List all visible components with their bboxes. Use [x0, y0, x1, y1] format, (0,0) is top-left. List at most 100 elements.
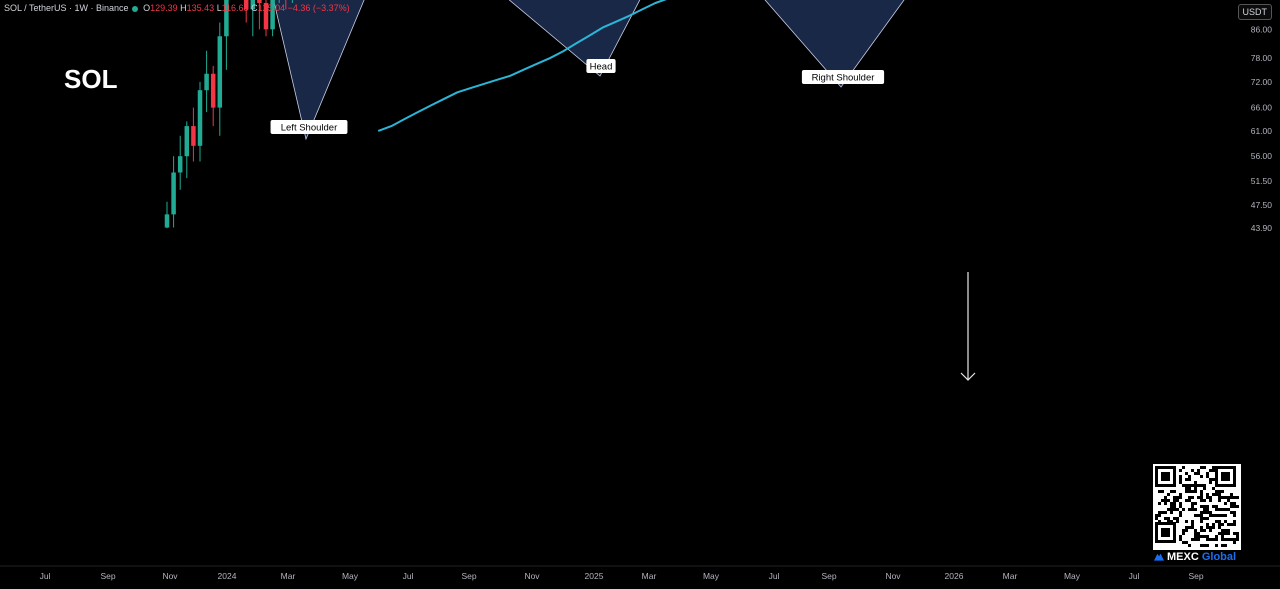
price-tick-label: 47.50 [1251, 200, 1273, 210]
qr-module [1179, 478, 1182, 481]
qr-module [1188, 544, 1191, 547]
price-axis[interactable]: 86.00 78.00 72.00 66.00 61.00 56.00 51.50 47.50… [1243, 0, 1280, 566]
qr-module [1194, 484, 1197, 487]
qr-module [1206, 508, 1209, 511]
qr-module [1218, 520, 1221, 523]
qr-module [1182, 529, 1185, 532]
left-shoulder-triangle [273, 0, 365, 141]
qr-module [1191, 520, 1194, 523]
qr-module [1203, 544, 1206, 547]
qr-module [1215, 508, 1218, 511]
qr-finder-core [1161, 528, 1170, 537]
right-shoulder-label-box [801, 70, 885, 84]
candle-body [250, 0, 256, 10]
qr-module [1200, 517, 1203, 520]
qr-module [1224, 544, 1227, 547]
candle-body [204, 73, 209, 91]
qr-module [1215, 544, 1218, 547]
qr-module [1191, 490, 1194, 493]
qr-module [1224, 520, 1227, 523]
qr-module [1173, 499, 1176, 502]
qr-module [1173, 502, 1176, 505]
qr-module [1221, 496, 1224, 499]
time-tick-label: May [342, 571, 359, 581]
qr-module [1209, 469, 1212, 472]
head-triangle [508, 0, 641, 77]
qr-module [1197, 484, 1200, 487]
qr-module [1218, 514, 1221, 517]
qr-module [1215, 538, 1218, 541]
qr-module [1236, 538, 1239, 541]
qr-module [1197, 532, 1200, 535]
time-tick-label: Mar [642, 571, 657, 581]
qr-module [1200, 505, 1203, 508]
qr-module [1158, 520, 1161, 523]
qr-module [1158, 514, 1161, 517]
qr-module [1206, 493, 1209, 496]
qr-module [1218, 526, 1221, 529]
qr-module [1203, 517, 1206, 520]
high-label: H [180, 3, 187, 13]
qr-module [1191, 538, 1194, 541]
price-tick-label: 86.00 [1251, 24, 1273, 34]
qr-module [1206, 505, 1209, 508]
qr-module [1197, 535, 1200, 538]
qr-module [1212, 469, 1215, 472]
qr-module [1215, 490, 1218, 493]
qr-module [1191, 502, 1194, 505]
qr-module [1230, 493, 1233, 496]
high-value: 135.43 [186, 3, 215, 13]
qr-module [1170, 511, 1173, 514]
candles [164, 0, 293, 229]
qr-module [1209, 496, 1212, 499]
qr-module [1179, 502, 1182, 505]
qr-module [1191, 484, 1194, 487]
qr-module [1194, 514, 1197, 517]
head-label: Head [590, 62, 613, 73]
qr-module [1185, 472, 1188, 475]
qr-module [1227, 523, 1230, 526]
currency-button[interactable]: USDT [1237, 4, 1272, 20]
qr-module [1203, 487, 1206, 490]
qr-module [1185, 499, 1188, 502]
qr-module [1227, 508, 1230, 511]
qr-module [1206, 517, 1209, 520]
time-axis[interactable]: Jul Sep Nov 2024 Mar May Jul Sep Nov 2025 Mar May Ju… [0, 565, 1280, 581]
qr-module [1203, 508, 1206, 511]
qr-module [1206, 511, 1209, 514]
qr-module [1176, 499, 1179, 502]
qr-module [1215, 535, 1218, 538]
moving-average [377, 0, 667, 132]
mexc-suffix: Global [1201, 551, 1237, 563]
qr-module [1224, 532, 1227, 535]
qr-module [1170, 508, 1173, 511]
qr-module [1200, 526, 1203, 529]
qr-module [1188, 490, 1191, 493]
qr-module [1179, 496, 1182, 499]
qr-module [1173, 505, 1176, 508]
qr-module [1194, 529, 1197, 532]
left-shoulder-label: Left Shoulder [281, 123, 338, 134]
qr-module [1212, 526, 1215, 529]
qr-module [1230, 505, 1233, 508]
qr-module [1218, 508, 1221, 511]
qr-module [1176, 508, 1179, 511]
qr-module [1197, 496, 1200, 499]
qr-module [1191, 496, 1194, 499]
qr-module [1227, 496, 1230, 499]
qr-module [1194, 535, 1197, 538]
time-tick-label: May [1064, 571, 1081, 581]
right-shoulder-label: Right Shoulder [812, 73, 875, 84]
qr-module [1161, 511, 1164, 514]
head-and-shoulders-pattern [273, 0, 905, 141]
candle-body [270, 0, 275, 30]
qr-module [1206, 496, 1209, 499]
mexc-brand: MEXC [1167, 551, 1199, 563]
qr-module [1236, 535, 1239, 538]
time-tick-label: Jul [1129, 571, 1140, 581]
price-tick-label: 78.00 [1251, 53, 1273, 63]
qr-module [1188, 487, 1191, 490]
qr-module [1224, 538, 1227, 541]
qr-module [1218, 490, 1221, 493]
